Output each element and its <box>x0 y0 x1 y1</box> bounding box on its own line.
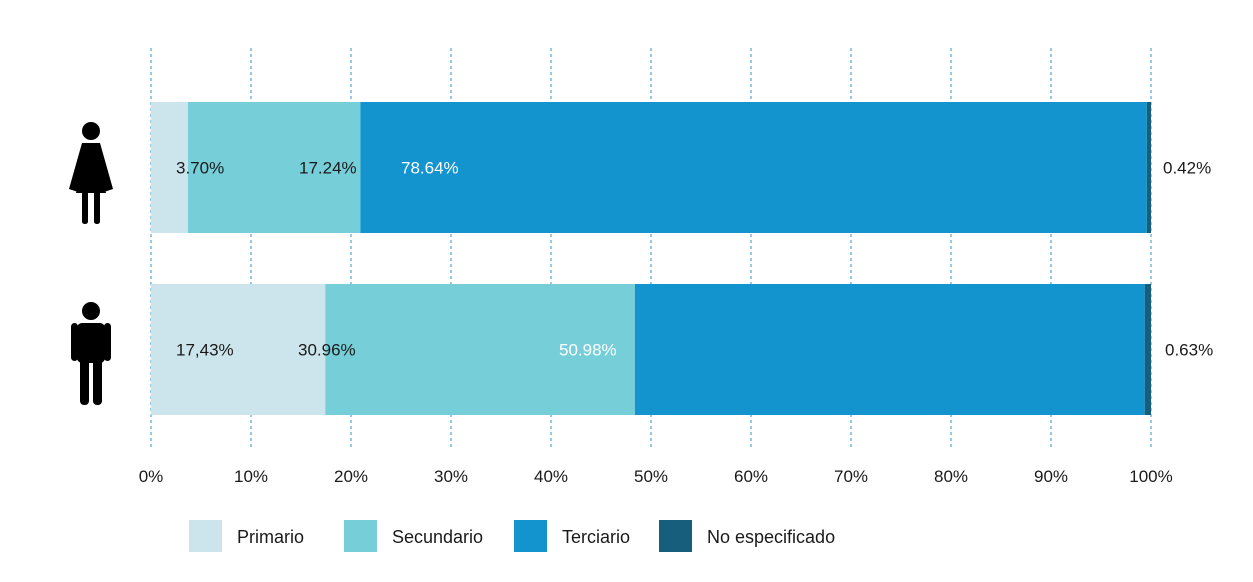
x-tick-label: 30% <box>434 467 468 486</box>
x-tick-label: 50% <box>634 467 668 486</box>
bar-segment-secundario <box>188 102 361 233</box>
x-tick-label: 0% <box>139 467 164 486</box>
bar-segment-terciario <box>360 102 1147 233</box>
x-tick-label: 100% <box>1129 467 1172 486</box>
legend-swatch <box>189 520 222 552</box>
legend-swatch <box>344 520 377 552</box>
data-label: 78.64% <box>401 159 459 178</box>
legend-swatch <box>514 520 547 552</box>
x-axis-ticks: 0% 10% 20% 30% 40% 50% 60% 70% 80% 90% 100% <box>139 467 1173 486</box>
data-label: 0.42% <box>1163 159 1211 178</box>
female-figure-icon <box>69 122 113 224</box>
data-label: 17.24% <box>299 159 357 178</box>
male-figure-icon <box>71 302 111 405</box>
data-label: 50.98% <box>559 341 617 360</box>
legend-label: Terciario <box>562 527 630 547</box>
legend-item: No especificado <box>659 520 835 552</box>
x-tick-label: 80% <box>934 467 968 486</box>
legend-label: Secundario <box>392 527 483 547</box>
bar-segment-no-especificado <box>1146 102 1151 233</box>
bar-segment-secundario <box>325 284 635 415</box>
data-label: 0.63% <box>1165 341 1213 360</box>
legend-label: Primario <box>237 527 304 547</box>
x-tick-label: 60% <box>734 467 768 486</box>
legend-item: Terciario <box>514 520 630 552</box>
legend-item: Secundario <box>344 520 483 552</box>
bars: 3.70% 17.24% 78.64% 0.42% 17,43% 30.96% 50.98%… <box>151 102 1213 415</box>
category-icons <box>69 122 113 405</box>
legend: Primario Secundario Terciario No especifica… <box>189 520 835 552</box>
legend-item: Primario <box>189 520 304 552</box>
bar-segment-no-especificado <box>1144 284 1151 415</box>
x-tick-label: 40% <box>534 467 568 486</box>
x-tick-label: 10% <box>234 467 268 486</box>
x-tick-label: 20% <box>334 467 368 486</box>
x-tick-label: 70% <box>834 467 868 486</box>
bar-segment-primario <box>151 102 188 233</box>
bar-segment-terciario <box>634 284 1145 415</box>
data-label: 17,43% <box>176 341 234 360</box>
legend-swatch <box>659 520 692 552</box>
legend-label: No especificado <box>707 527 835 547</box>
x-tick-label: 90% <box>1034 467 1068 486</box>
data-label: 3.70% <box>176 159 224 178</box>
bar-segment-primario <box>151 284 326 415</box>
data-label: 30.96% <box>298 341 356 360</box>
